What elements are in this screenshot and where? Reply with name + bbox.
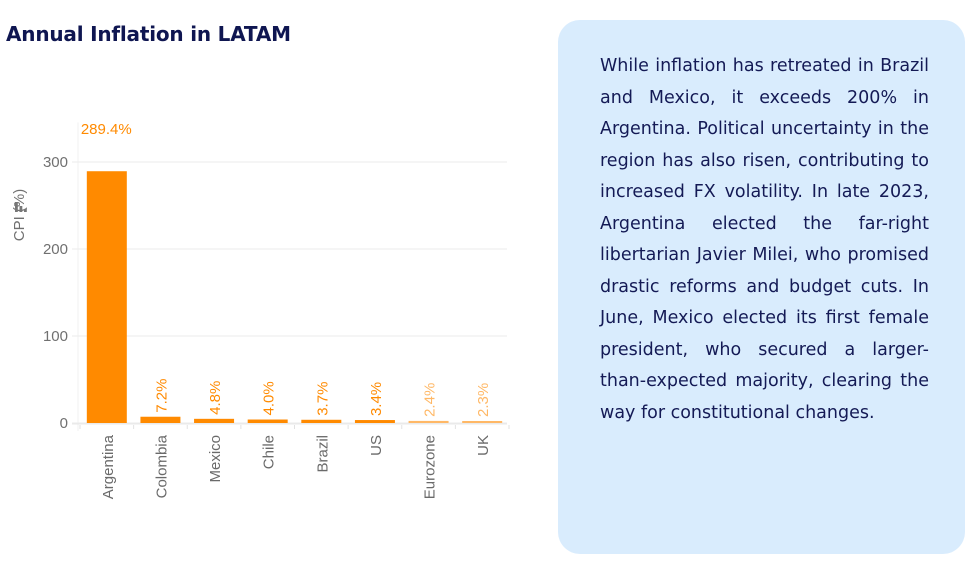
icon-bar: [15, 202, 18, 212]
bar-us: [354, 420, 395, 423]
bar-chart: 0 100 200 300 CPI (%) 289.4% Argentina 7.2% Colo…: [11, 121, 510, 499]
chart-area: 0 100 200 300 CPI (%) 289.4% Argentina 7.2% Colo…: [0, 60, 540, 560]
data-label: 2.4%: [422, 383, 439, 417]
bar-chart-icon: [15, 202, 27, 212]
data-label: 289.4%: [81, 121, 132, 138]
y-tick-label: 100: [43, 328, 68, 345]
category-label: UK: [475, 435, 492, 456]
bar-eurozone: [408, 420, 449, 423]
bar-chile: [247, 419, 288, 423]
y-axis-title: CPI (%): [11, 189, 28, 242]
bar-colombia: [140, 416, 181, 423]
bar-brazil: [301, 419, 342, 423]
data-label: 4.8%: [207, 381, 224, 415]
data-label: 3.4%: [368, 382, 385, 416]
y-tick-label: 200: [43, 241, 68, 258]
chart-title: Annual Inflation in LATAM: [6, 22, 291, 46]
bar-argentina: [86, 171, 127, 423]
bar-mexico: [194, 418, 235, 423]
data-label: 7.2%: [153, 379, 170, 413]
commentary-card: While inflation has retreated in Brazil …: [558, 20, 965, 554]
y-tick-label: 0: [60, 415, 68, 432]
icon-bar: [24, 209, 27, 212]
commentary-text: While inflation has retreated in Brazil …: [600, 56, 929, 423]
data-label: 3.7%: [314, 382, 331, 416]
category-label: Mexico: [207, 435, 224, 483]
data-label: 4.0%: [261, 381, 278, 415]
category-label: Argentina: [100, 434, 117, 499]
y-tick-label: 300: [43, 154, 68, 171]
category-label: Eurozone: [422, 435, 439, 499]
category-label: Chile: [261, 435, 278, 469]
category-label: US: [368, 435, 385, 456]
category-label: Colombia: [153, 434, 170, 498]
bar-uk: [462, 420, 503, 423]
icon-bar: [19, 206, 23, 212]
data-label: 2.3%: [475, 383, 492, 417]
category-label: Brazil: [314, 435, 331, 473]
